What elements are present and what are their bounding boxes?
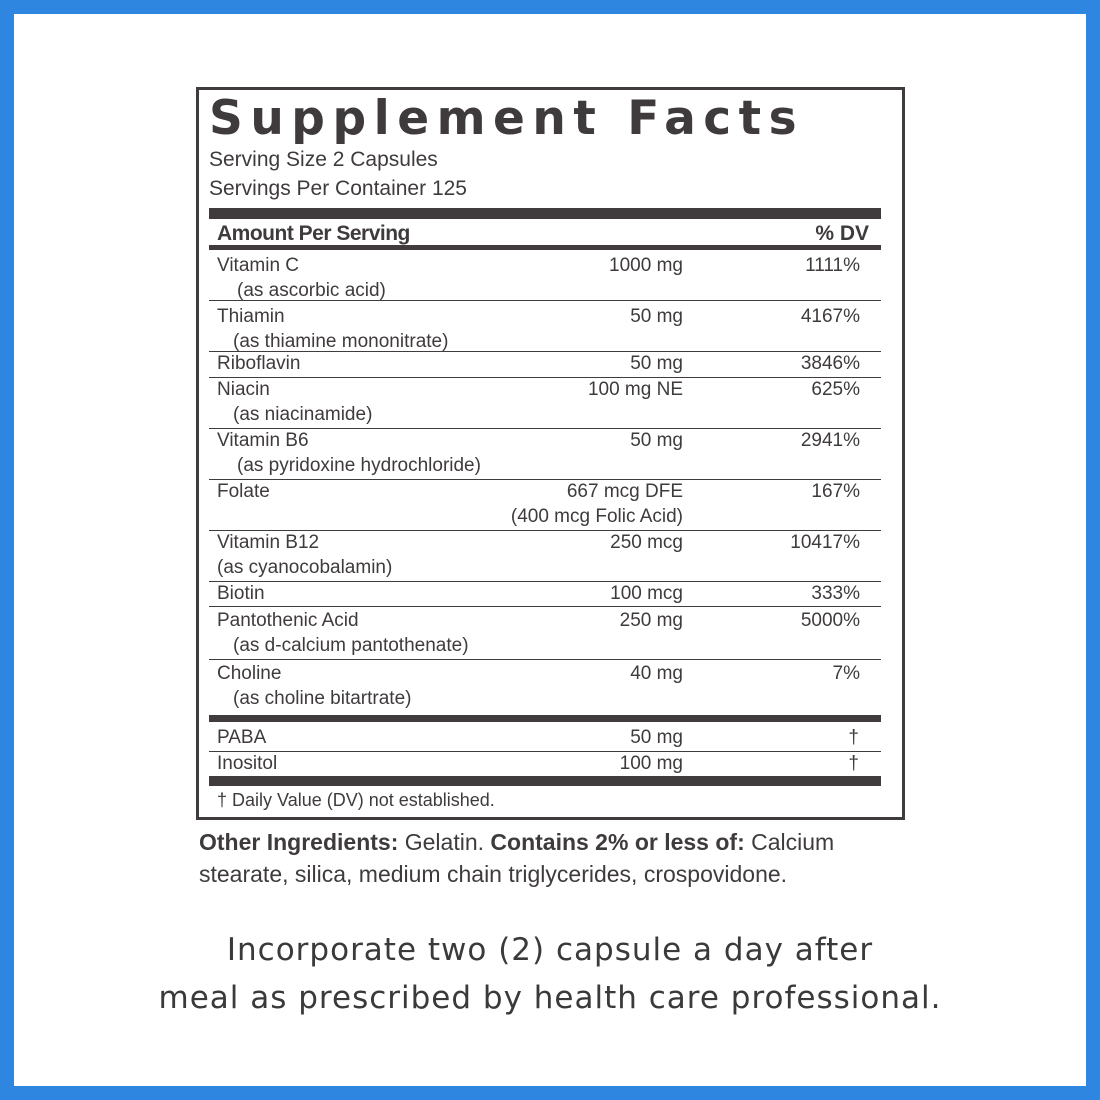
nutrient-dv: 167%: [811, 481, 860, 502]
nutrient-name: Folate: [217, 481, 270, 502]
table-row: Inositol 100 mg †: [209, 752, 881, 778]
directions: Incorporate two (2) capsule a day after …: [0, 926, 1100, 1022]
nutrient-name: Pantothenic Acid: [217, 610, 359, 631]
amount-per-serving-label: Amount Per Serving: [217, 222, 410, 245]
contains-text: Calcium stearate, silica, medium chain t…: [199, 829, 835, 887]
nutrient-amount-detail: (400 mcg Folic Acid): [510, 506, 683, 527]
other-ingredients-label: Other Ingredients:: [199, 829, 399, 855]
nutrient-name: Niacin: [217, 379, 270, 400]
nutrient-rows: Vitamin C (as ascorbic acid) 1000 mg 111…: [209, 250, 881, 712]
table-row: Riboflavin 50 mg 3846%: [209, 352, 881, 378]
nutrient-dv: 1111%: [805, 255, 860, 276]
table-row: Thiamin (as thiamine mononitrate) 50 mg …: [209, 301, 881, 352]
table-row: PABA 50 mg †: [209, 725, 881, 752]
thick-divider-bottom: [209, 776, 881, 786]
nutrient-amount: 100 mcg: [610, 583, 683, 604]
nutrient-source: (as cyanocobalamin): [217, 557, 393, 578]
nutrient-amount: 40 mg: [630, 663, 683, 684]
nutrient-source: (as d-calcium pantothenate): [233, 635, 469, 656]
nutrient-name: Vitamin C: [217, 255, 300, 276]
nutrient-dv: 7%: [832, 663, 860, 684]
table-row: Niacin (as niacinamide) 100 mg NE 625%: [209, 378, 881, 429]
serving-size: Serving Size 2 Capsules: [209, 148, 438, 171]
table-row: Vitamin B6 (as pyridoxine hydrochloride)…: [209, 429, 881, 480]
nutrient-source: (as ascorbic acid): [237, 280, 386, 301]
nutrient-name: Vitamin B6: [217, 430, 309, 451]
table-row: Choline (as choline bitartrate) 40 mg 7%: [209, 660, 881, 712]
nutrient-name: PABA: [217, 727, 267, 748]
nutrient-dv: 10417%: [790, 532, 860, 553]
nutrient-source: (as thiamine mononitrate): [233, 331, 449, 352]
facts-title: Supplement Facts: [209, 91, 805, 146]
nutrient-name: Inositol: [217, 753, 278, 774]
nutrient-amount: 50 mg: [630, 353, 683, 374]
nutrient-dv: 2941%: [800, 430, 860, 451]
nutrient-name: Vitamin B12: [217, 532, 320, 553]
nutrient-amount: 250 mg: [619, 610, 683, 631]
directions-line-1: Incorporate two (2) capsule a day after: [226, 932, 874, 968]
nutrient-amount: 1000 mg: [609, 255, 683, 276]
contains-label: Contains 2% or less of:: [490, 829, 745, 855]
dagger-mark: †: [848, 727, 859, 748]
servings-per-container: Servings Per Container 125: [209, 177, 467, 200]
thick-divider-top: [209, 208, 881, 219]
nutrient-dv: 3846%: [800, 353, 860, 374]
nutrient-amount: 100 mg NE: [587, 379, 683, 400]
table-row: Biotin 100 mcg 333%: [209, 582, 881, 607]
nutrient-amount: 100 mg: [619, 753, 683, 774]
supplement-facts-panel: Supplement Facts Serving Size 2 Capsules…: [196, 87, 905, 820]
dv-label: % DV: [815, 222, 869, 245]
nutrient-name: Thiamin: [217, 306, 285, 327]
nutrient-name: Choline: [217, 663, 282, 684]
nutrient-amount: 50 mg: [630, 430, 683, 451]
nutrient-name: Biotin: [217, 583, 265, 604]
nutrient-dv: 5000%: [800, 610, 860, 631]
table-row: Vitamin C (as ascorbic acid) 1000 mg 111…: [209, 250, 881, 301]
table-row: Folate 667 mcg DFE (400 mcg Folic Acid) …: [209, 480, 881, 531]
medium-divider: [209, 245, 881, 250]
dagger-mark: †: [848, 753, 859, 774]
nutrient-source: (as niacinamide): [233, 404, 373, 425]
nutrient-source: (as choline bitartrate): [233, 688, 412, 709]
other-ingredients-text: Gelatin.: [398, 829, 491, 855]
nutrient-name: Riboflavin: [217, 353, 301, 374]
nutrient-amount: 50 mg: [630, 727, 683, 748]
nutrient-dv: 4167%: [800, 306, 860, 327]
directions-line-2: meal as prescribed by health care profes…: [158, 980, 942, 1016]
nutrient-amount: 250 mcg: [610, 532, 683, 553]
nutrient-dv: 625%: [811, 379, 860, 400]
nutrient-source: (as pyridoxine hydrochloride): [237, 455, 481, 476]
other-rows: PABA 50 mg † Inositol 100 mg †: [209, 725, 881, 778]
nutrient-amount: 667 mcg DFE: [566, 481, 683, 502]
nutrient-amount: 50 mg: [630, 306, 683, 327]
amount-header: Amount Per Serving % DV: [217, 220, 869, 248]
dv-footnote: † Daily Value (DV) not established.: [217, 790, 495, 810]
table-row: Pantothenic Acid (as d-calcium pantothen…: [209, 607, 881, 660]
table-row: Vitamin B12 (as cyanocobalamin) 250 mcg …: [209, 531, 881, 582]
medium-divider-bottom: [209, 715, 881, 722]
nutrient-dv: 333%: [811, 583, 860, 604]
other-ingredients: Other Ingredients: Gelatin. Contains 2% …: [199, 826, 899, 890]
